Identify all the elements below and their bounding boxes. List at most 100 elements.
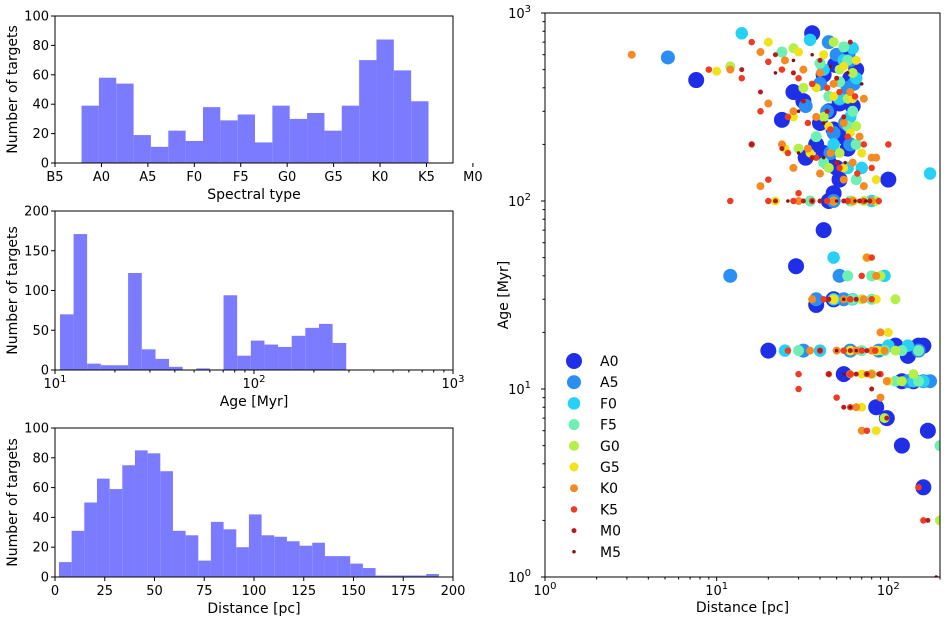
scatter-point xyxy=(789,163,798,172)
x-tick-label: 200 xyxy=(441,584,466,599)
scatter-point xyxy=(823,84,831,92)
histogram-bar xyxy=(274,536,287,577)
scatter-point xyxy=(857,148,867,158)
scatter-point xyxy=(842,270,854,282)
histogram-bar xyxy=(324,556,338,577)
scatter-point xyxy=(839,175,848,184)
scatter-point xyxy=(800,98,806,104)
histogram-bar xyxy=(210,521,224,577)
scatter-point xyxy=(791,58,796,63)
scatter-point xyxy=(832,268,847,283)
scatter-point xyxy=(798,82,809,93)
scatter-point xyxy=(660,50,675,65)
histogram-bar xyxy=(264,344,279,370)
histogram-bar xyxy=(254,142,273,163)
y-tick-label: 0 xyxy=(41,571,49,586)
scatter-point xyxy=(852,403,861,412)
scatter-point xyxy=(784,347,792,354)
scatter-point xyxy=(809,155,815,161)
histogram-bar xyxy=(299,545,313,577)
scatter-point xyxy=(789,107,798,116)
scatter-point xyxy=(842,372,846,376)
scatter-point xyxy=(848,405,852,409)
scatter-point xyxy=(857,369,867,379)
scatter-point xyxy=(859,82,864,86)
histogram-bar xyxy=(128,273,142,370)
scatter-point xyxy=(846,88,855,97)
scatter-point xyxy=(800,198,806,204)
y-tick-label: 80 xyxy=(32,451,49,466)
scatter-point xyxy=(777,140,786,149)
scatter-point xyxy=(788,258,805,275)
histogram-bar xyxy=(172,530,186,577)
scatter-point xyxy=(826,371,832,377)
histogram-bar xyxy=(341,105,360,163)
scatter-point xyxy=(829,79,838,88)
scatter-point xyxy=(868,296,875,303)
x-tick-label: M0 xyxy=(463,170,483,185)
scatter-point xyxy=(817,198,823,204)
scatter-point xyxy=(828,64,833,69)
scatter-point xyxy=(834,348,839,353)
histogram-bar xyxy=(168,130,186,163)
scatter-point xyxy=(884,415,890,421)
scatter-point xyxy=(810,199,814,203)
x-tick-label: G5 xyxy=(324,170,342,185)
scatter-point xyxy=(857,426,866,435)
scatter-point xyxy=(890,294,901,305)
scatter-point xyxy=(816,68,825,77)
histogram-bar xyxy=(109,489,123,577)
scatter-point xyxy=(868,164,875,172)
y-tick-label: 100 xyxy=(24,10,49,25)
y-axis-label: Number of targets xyxy=(5,226,21,355)
histogram-bar xyxy=(116,83,134,163)
scatter-point xyxy=(799,65,808,74)
scatter-point xyxy=(796,109,801,114)
scatter-point xyxy=(893,437,910,454)
scatter-point xyxy=(848,197,857,205)
x-axis-label: Age [Myr] xyxy=(220,394,289,410)
histogram-bar xyxy=(337,556,351,577)
scatter-point xyxy=(814,57,826,69)
scatter-point xyxy=(855,132,864,141)
y-tick-label: 50 xyxy=(32,324,49,339)
x-tick-label-exponent: 3 xyxy=(458,374,464,385)
scatter-point xyxy=(812,112,821,121)
histogram-bar xyxy=(155,358,170,370)
x-tick-label: F5 xyxy=(233,170,249,185)
x-tick-label: 101 xyxy=(705,581,728,599)
scatter-point xyxy=(846,370,854,378)
scatter-point xyxy=(772,52,778,58)
scatter-point xyxy=(846,41,859,55)
y-tick-label: 0 xyxy=(41,157,49,172)
scatter-point xyxy=(778,66,786,73)
scatter-point xyxy=(627,50,636,59)
histogram-bar xyxy=(84,502,97,577)
histogram-bar xyxy=(307,113,325,163)
scatter-point xyxy=(815,222,832,239)
scatter-point xyxy=(727,197,734,205)
scatter-point xyxy=(749,141,755,147)
plot-frame xyxy=(544,12,941,578)
x-tick-label-exponent: 1 xyxy=(722,581,728,592)
histogram-bar xyxy=(134,450,148,577)
scatter-point xyxy=(876,328,885,337)
legend-label: K0 xyxy=(600,481,618,497)
plot-frame xyxy=(54,15,454,164)
legend-marker xyxy=(567,375,581,390)
legend-label: F0 xyxy=(600,396,617,412)
histogram-bar xyxy=(272,105,290,163)
histogram-bar xyxy=(198,560,211,577)
scatter-point xyxy=(853,296,859,302)
scatter-point xyxy=(765,197,772,205)
scatter-point xyxy=(829,91,839,101)
x-tick-label: 102 xyxy=(877,581,900,599)
y-axis-label: Age [Myr] xyxy=(496,261,512,330)
legend-marker xyxy=(570,484,578,493)
scatter-point xyxy=(850,174,862,186)
histogram-bar xyxy=(114,365,129,370)
y-tick-label: 100 xyxy=(508,568,531,586)
scatter-point xyxy=(848,158,857,167)
histogram-bar xyxy=(220,120,238,163)
